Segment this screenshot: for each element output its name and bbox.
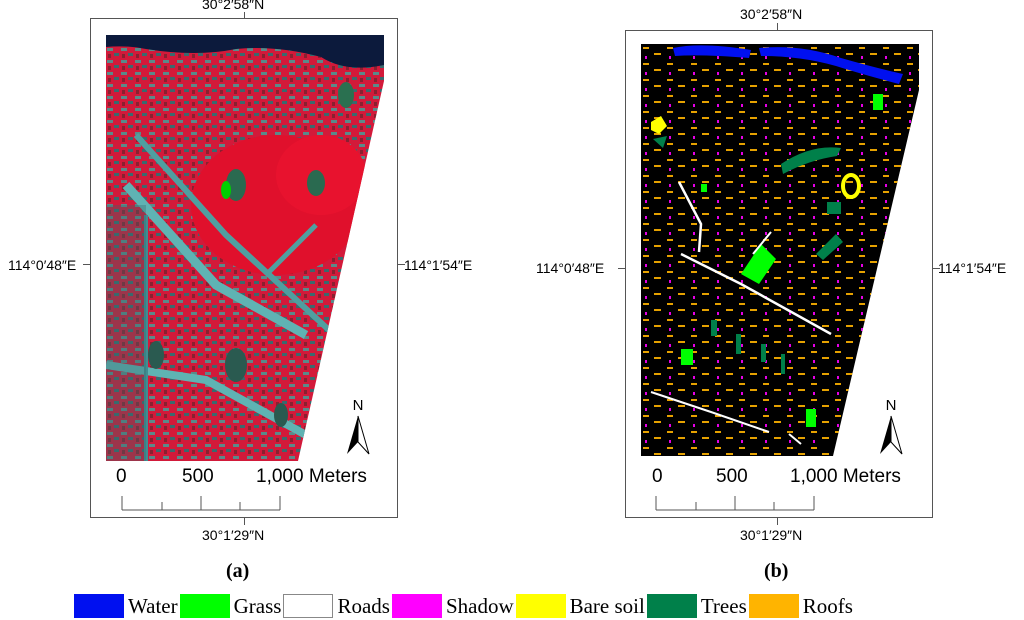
panel-b-north-arrow-icon: N — [880, 397, 903, 455]
panel-b-coord-bottom: 30°1′29″N — [740, 527, 803, 543]
panel-a-coord-right: 114°1′54″E — [404, 257, 473, 273]
legend-label-grass: Grass — [233, 593, 282, 618]
legend-item-water: Water — [74, 594, 178, 619]
legend-label-water: Water — [128, 593, 178, 618]
panel-b-left-tick — [618, 268, 625, 269]
roads-swatch — [283, 594, 334, 618]
legend-label-shadow: Shadow — [445, 593, 514, 618]
trees-swatch — [646, 594, 697, 618]
panel-b-scale-1000: 1,000 Meters — [790, 466, 901, 487]
panel-b-scale-0: 0 — [652, 466, 663, 487]
panel-a-label: (a) — [226, 560, 250, 582]
panel-a-scale-0: 0 — [116, 466, 127, 487]
panel-a-left-tick — [83, 264, 90, 265]
panel-b-top-tick — [777, 23, 778, 30]
legend-item-trees: Trees — [646, 593, 747, 619]
legend-label-roads: Roads — [337, 593, 390, 618]
panel-a-coord-top: 30°2′58″N — [202, 0, 265, 12]
panel-b-bottom-tick — [777, 518, 778, 525]
panel-b-label: (b) — [764, 560, 789, 582]
panel-a-scale-bar — [121, 496, 281, 511]
panel-b-right-tick — [933, 268, 940, 269]
legend-item-shadow: Shadow — [391, 593, 514, 619]
panel-b-coord-top: 30°2′58″N — [740, 6, 803, 22]
panel-a-scale-1000: 1,000 Meters — [256, 466, 367, 487]
legend-label-roofs: Roofs — [802, 593, 853, 618]
roofs-swatch — [748, 594, 799, 618]
svg-text:N: N — [353, 397, 364, 414]
panel-a-scale-500: 500 — [182, 466, 214, 487]
panel-a-top-tick — [244, 12, 245, 19]
legend-label-bare-soil: Bare soil — [569, 593, 645, 618]
panel-b-coord-right: 114°1′54″E — [938, 260, 1007, 276]
legend-item-roads: Roads — [283, 594, 390, 619]
bare-soil-swatch — [515, 594, 566, 618]
panel-a-north-arrow-icon: N — [347, 397, 370, 455]
legend-item-roofs: Roofs — [748, 593, 853, 619]
legend-label-trees: Trees — [700, 593, 747, 618]
panel-b-coord-left: 114°0′48″E — [536, 260, 605, 276]
grass-swatch — [179, 594, 230, 618]
panel-b-scale-bar — [655, 496, 815, 511]
panel-a-bottom-tick — [244, 518, 245, 525]
panel-a-right-tick — [398, 264, 405, 265]
legend: Water Grass Roads Shadow Bare soil Trees… — [74, 592, 855, 620]
panel-b-scale-500: 500 — [716, 466, 748, 487]
panel-a-coord-left: 114°0′48″E — [8, 257, 77, 273]
shadow-swatch — [391, 594, 442, 618]
satellite-image — [106, 35, 384, 461]
legend-item-grass: Grass — [179, 593, 282, 619]
classification-map — [641, 44, 919, 456]
water-swatch — [74, 594, 124, 618]
legend-item-bare-soil: Bare soil — [515, 593, 645, 619]
panel-a-coord-bottom: 30°1′29″N — [202, 527, 265, 543]
svg-text:N: N — [886, 397, 897, 414]
